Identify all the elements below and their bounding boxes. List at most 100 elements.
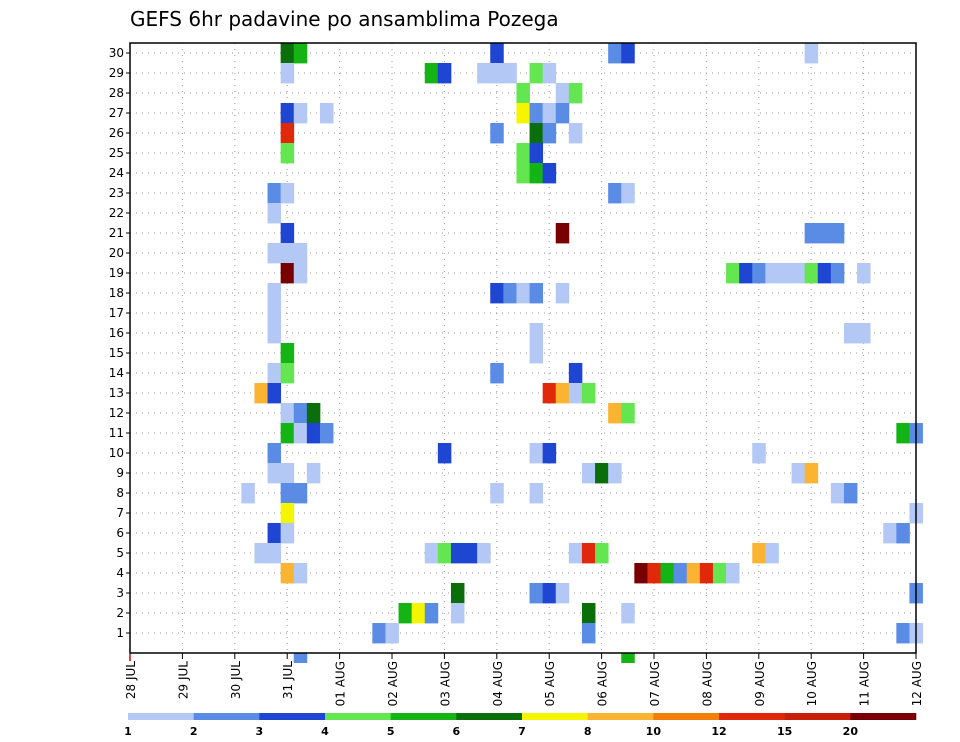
precip-cell <box>424 63 439 84</box>
precip-cell <box>477 63 491 84</box>
precip-cell <box>280 103 295 124</box>
legend-swatch <box>784 713 851 720</box>
precip-cell <box>267 443 282 464</box>
x-tick-label: 03 AUG <box>438 661 452 706</box>
y-tick-label: 13 <box>109 386 124 400</box>
y-tick-label: 30 <box>109 46 124 60</box>
legend-swatch <box>719 713 785 720</box>
y-axis-ticks: 1234567891011121314151617181920212223242… <box>109 46 130 640</box>
precip-cell <box>581 623 596 644</box>
precip-cell <box>595 543 609 564</box>
legend-swatch <box>522 713 588 720</box>
y-tick-label: 17 <box>109 306 124 320</box>
precip-cell <box>621 183 635 204</box>
precip-cell <box>267 383 282 404</box>
precip-cell <box>765 543 779 564</box>
precip-cell <box>319 423 334 444</box>
precip-cell <box>581 463 596 484</box>
precip-cell <box>490 283 504 304</box>
precip-cell <box>529 143 544 164</box>
legend-swatch <box>653 713 720 720</box>
precip-cell <box>398 603 413 624</box>
x-tick-label: 04 AUG <box>491 661 505 706</box>
precip-cell <box>568 363 583 384</box>
precip-cell <box>804 263 819 284</box>
legend-tick-label: 3 <box>256 725 264 738</box>
precip-cell <box>280 523 295 544</box>
y-tick-label: 19 <box>109 266 124 280</box>
precip-cell <box>424 543 439 564</box>
precip-cell <box>293 103 308 124</box>
legend-tick-label: 2 <box>190 725 198 738</box>
precip-cell <box>581 543 596 564</box>
y-tick-label: 3 <box>116 586 124 600</box>
precip-cell <box>267 303 282 324</box>
y-tick-label: 26 <box>109 126 124 140</box>
precip-cell <box>647 563 661 584</box>
plot-frame <box>129 42 917 654</box>
precip-cell <box>490 363 504 384</box>
precip-cell <box>280 123 295 144</box>
precip-cell <box>529 323 544 344</box>
precip-cell <box>280 463 295 484</box>
legend-tick-label: 20 <box>843 725 859 738</box>
precip-cell <box>542 63 557 84</box>
y-tick-label: 24 <box>109 166 124 180</box>
precip-cell <box>424 603 439 624</box>
precip-cell <box>293 563 308 584</box>
precip-cell <box>712 563 727 584</box>
precip-cell <box>896 523 910 544</box>
x-tick-label: 11 AUG <box>858 661 872 706</box>
precip-cell <box>752 543 766 564</box>
precip-cell <box>490 483 504 504</box>
precip-cell <box>490 123 504 144</box>
x-tick-label: 07 AUG <box>648 661 662 706</box>
legend-tick-label: 6 <box>453 725 461 738</box>
precip-cell <box>843 483 858 504</box>
precip-cell <box>542 443 557 464</box>
precip-cell <box>699 563 714 584</box>
precip-cell <box>857 263 871 284</box>
precip-cell <box>293 243 308 264</box>
precip-cell <box>280 343 295 364</box>
legend-swatch <box>193 713 260 720</box>
precip-cell <box>896 623 910 644</box>
y-tick-label: 25 <box>109 146 124 160</box>
precip-cell <box>372 623 386 644</box>
precip-cell <box>280 243 295 264</box>
precip-cell <box>450 583 465 604</box>
precip-cell <box>280 63 295 84</box>
precip-cell <box>293 403 308 424</box>
precip-cell <box>804 223 819 244</box>
precip-cell <box>267 523 282 544</box>
precip-cell <box>529 163 544 184</box>
x-axis-ticks: 28 JUL 29 JUL 30 JUL 31 JUL 01 AUG 02 AUG 03 A… <box>124 653 924 706</box>
precip-cell <box>437 63 452 84</box>
x-tick-label: 29 JUL <box>176 661 190 699</box>
precip-cell <box>555 223 570 244</box>
legend-tick-label: 12 <box>711 725 726 738</box>
precip-cell <box>280 363 295 384</box>
chart-title: GEFS 6hr padavine po ansamblima Pozega <box>130 7 559 31</box>
precip-cell <box>450 603 465 624</box>
precip-cell <box>529 63 544 84</box>
y-tick-label: 9 <box>116 466 124 480</box>
x-tick-label: 12 AUG <box>910 661 924 706</box>
legend-swatch <box>587 713 654 720</box>
precip-cell <box>621 403 635 424</box>
precip-cell <box>529 343 544 364</box>
y-tick-label: 2 <box>116 606 124 620</box>
precip-cell <box>267 463 282 484</box>
color-legend: 1 2 3 4 5 6 7 8 10 12 15 20 <box>124 713 917 738</box>
precip-cell <box>686 563 701 584</box>
y-tick-label: 5 <box>116 546 124 560</box>
x-tick-label: 31 JUL <box>281 661 295 699</box>
x-tick-label: 06 AUG <box>596 661 610 706</box>
precip-cell <box>791 463 806 484</box>
precip-cell <box>437 443 452 464</box>
precip-cell <box>464 543 478 564</box>
precip-cell <box>280 223 295 244</box>
precip-cell <box>280 143 295 164</box>
precip-cell <box>752 263 766 284</box>
